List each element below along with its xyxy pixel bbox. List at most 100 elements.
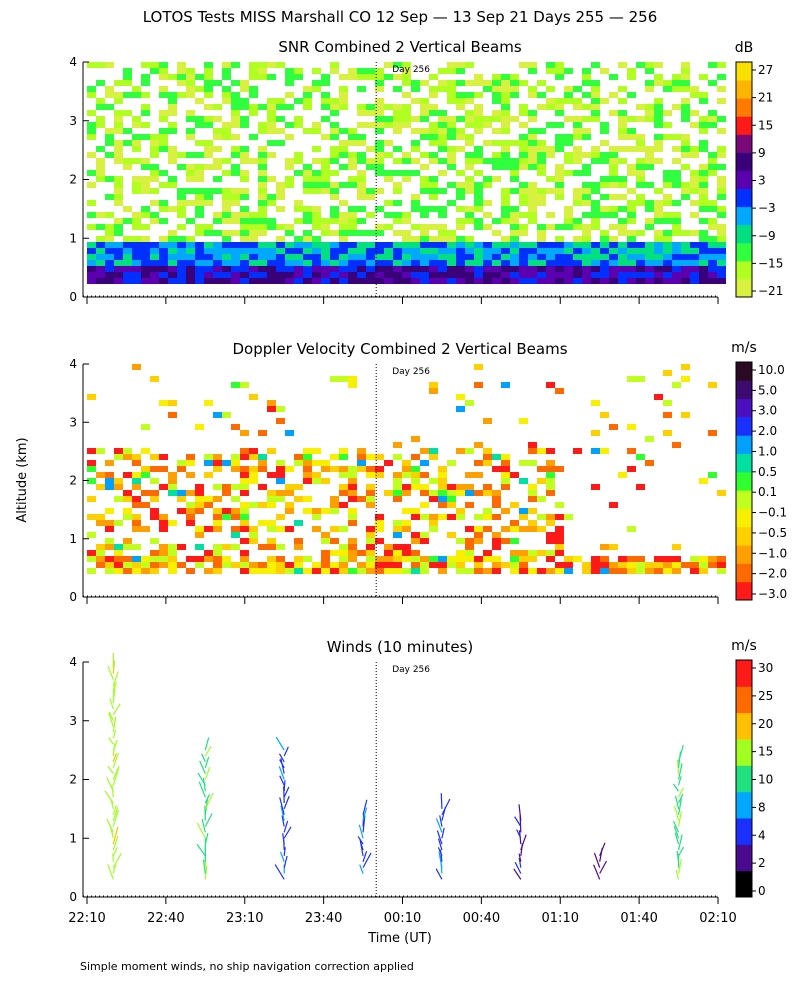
heat-cell bbox=[123, 472, 132, 478]
heat-cell bbox=[177, 496, 186, 502]
heat-cell bbox=[87, 260, 96, 266]
heat-cell bbox=[510, 538, 519, 544]
heat-cell bbox=[186, 278, 195, 284]
heat-cell bbox=[348, 376, 357, 382]
heat-cell bbox=[141, 206, 150, 212]
heat-cell bbox=[690, 562, 699, 568]
heat-cell bbox=[114, 230, 123, 236]
heat-cell bbox=[546, 514, 555, 520]
heat-cell bbox=[267, 248, 276, 254]
heat-cell bbox=[420, 188, 429, 194]
heat-cell bbox=[195, 194, 204, 200]
heat-cell bbox=[681, 182, 690, 188]
heat-cell bbox=[564, 248, 573, 254]
heat-cell bbox=[420, 448, 429, 454]
heat-cell bbox=[195, 260, 204, 266]
heat-cell bbox=[510, 272, 519, 278]
heat-cell bbox=[375, 104, 384, 110]
heat-cell bbox=[672, 134, 681, 140]
heat-cell bbox=[393, 212, 402, 218]
heat-cell bbox=[240, 514, 249, 520]
heat-cell bbox=[492, 532, 501, 538]
heat-cell bbox=[267, 278, 276, 284]
heat-cell bbox=[465, 152, 474, 158]
heat-cell bbox=[132, 266, 141, 272]
heat-cell bbox=[114, 448, 123, 454]
heat-cell bbox=[690, 260, 699, 266]
heat-cell bbox=[267, 568, 276, 574]
heat-cell bbox=[420, 152, 429, 158]
heat-cell bbox=[492, 98, 501, 104]
heat-cell bbox=[663, 230, 672, 236]
heat-cell bbox=[294, 278, 303, 284]
heat-cell bbox=[519, 134, 528, 140]
heat-cell bbox=[114, 454, 123, 460]
heat-cell bbox=[312, 478, 321, 484]
heat-cell bbox=[357, 218, 366, 224]
heat-cell bbox=[123, 248, 132, 254]
heat-cell bbox=[465, 158, 474, 164]
heat-cell bbox=[159, 400, 168, 406]
heat-cell bbox=[645, 242, 654, 248]
heat-cell bbox=[393, 188, 402, 194]
wind-barb bbox=[283, 786, 290, 798]
heat-cell bbox=[438, 230, 447, 236]
heat-cell bbox=[87, 466, 96, 472]
heat-cell bbox=[312, 260, 321, 266]
heat-cell bbox=[150, 146, 159, 152]
heat-cell bbox=[429, 74, 438, 80]
heat-cell bbox=[96, 104, 105, 110]
heat-cell bbox=[429, 490, 438, 496]
heat-cell bbox=[384, 74, 393, 80]
heat-cell bbox=[510, 188, 519, 194]
heat-cell bbox=[393, 218, 402, 224]
heat-cell bbox=[546, 520, 555, 526]
heat-cell bbox=[357, 278, 366, 284]
heat-cell bbox=[222, 92, 231, 98]
wind-barb bbox=[280, 758, 285, 774]
heat-cell bbox=[582, 164, 591, 170]
heat-cell bbox=[168, 242, 177, 248]
heat-cell bbox=[285, 224, 294, 230]
heat-cell bbox=[132, 116, 141, 122]
heat-cell bbox=[132, 122, 141, 128]
heat-cell bbox=[141, 122, 150, 128]
heat-cell bbox=[492, 556, 501, 562]
heat-cell bbox=[213, 520, 222, 526]
heat-cell bbox=[276, 466, 285, 472]
colorbar-label: 0.1 bbox=[758, 485, 777, 499]
heat-cell bbox=[123, 158, 132, 164]
heat-cell bbox=[141, 164, 150, 170]
heat-cell bbox=[717, 248, 726, 254]
heat-cell bbox=[186, 80, 195, 86]
heat-cell bbox=[87, 128, 96, 134]
heat-cell bbox=[240, 230, 249, 236]
heat-cell bbox=[618, 176, 627, 182]
heat-cell bbox=[105, 248, 114, 254]
heat-cell bbox=[699, 242, 708, 248]
heat-cell bbox=[438, 472, 447, 478]
heat-cell bbox=[285, 80, 294, 86]
heat-cell bbox=[465, 260, 474, 266]
heat-cell bbox=[591, 254, 600, 260]
heat-cell bbox=[492, 272, 501, 278]
heat-cell bbox=[402, 520, 411, 526]
heat-cell bbox=[222, 86, 231, 92]
heat-cell bbox=[240, 158, 249, 164]
heat-cell bbox=[177, 254, 186, 260]
heat-cell bbox=[645, 260, 654, 266]
heat-cell bbox=[150, 218, 159, 224]
heat-cell bbox=[465, 472, 474, 478]
heat-cell bbox=[510, 86, 519, 92]
heat-cell bbox=[231, 98, 240, 104]
heat-cell bbox=[114, 272, 123, 278]
heat-cell bbox=[447, 146, 456, 152]
heat-cell bbox=[204, 74, 213, 80]
heat-cell bbox=[519, 508, 528, 514]
heat-cell bbox=[501, 122, 510, 128]
heat-cell bbox=[204, 62, 213, 68]
heat-cell bbox=[375, 454, 384, 460]
heat-cell bbox=[699, 254, 708, 260]
heat-cell bbox=[204, 556, 213, 562]
heat-cell bbox=[681, 110, 690, 116]
